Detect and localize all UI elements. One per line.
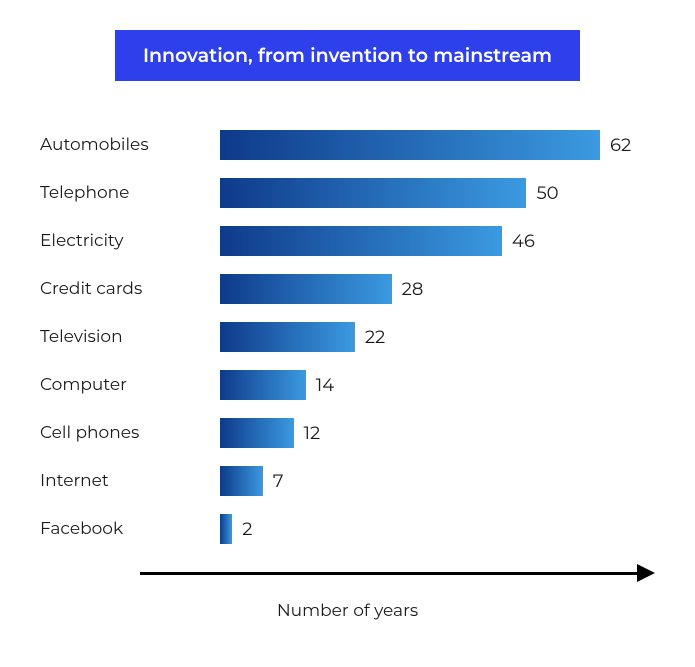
bar-row: Television 22 <box>40 313 655 361</box>
bar <box>220 370 306 400</box>
bar-label: Telephone <box>40 183 220 203</box>
bar <box>220 226 502 256</box>
bar <box>220 514 232 544</box>
bar <box>220 178 526 208</box>
bar-value: 7 <box>273 470 284 492</box>
bar-value: 14 <box>316 374 334 396</box>
x-axis <box>40 561 655 585</box>
bar-value: 62 <box>610 134 631 156</box>
bar-row: Telephone 50 <box>40 169 655 217</box>
bar-row: Facebook 2 <box>40 505 655 553</box>
bar <box>220 418 294 448</box>
bar-label: Cell phones <box>40 423 220 443</box>
chart-title: Innovation, from invention to mainstream <box>143 44 552 67</box>
bar <box>220 274 392 304</box>
bar-value: 46 <box>512 230 535 252</box>
chart-title-box: Innovation, from invention to mainstream <box>115 30 580 81</box>
bar-row: Electricity 46 <box>40 217 655 265</box>
bar-area: 46 <box>220 226 655 256</box>
bar-value: 12 <box>304 422 321 444</box>
axis-line <box>140 572 637 575</box>
bar-area: 14 <box>220 370 655 400</box>
bar-row: Automobiles 62 <box>40 121 655 169</box>
bar-label: Internet <box>40 471 220 491</box>
bar-row: Cell phones 12 <box>40 409 655 457</box>
bar-rows: Automobiles 62 Telephone 50 Electricity 46 Cre… <box>40 121 655 553</box>
bar <box>220 466 263 496</box>
bar-value: 28 <box>402 278 424 300</box>
bar-value: 2 <box>242 518 252 540</box>
bar-area: 22 <box>220 322 655 352</box>
bar-value: 50 <box>536 182 558 204</box>
axis-line-wrap <box>140 561 655 585</box>
bar-label: Credit cards <box>40 279 220 299</box>
bar-label: Automobiles <box>40 135 220 155</box>
bar-row: Internet 7 <box>40 457 655 505</box>
bar-row: Computer 14 <box>40 361 655 409</box>
bar-area: 62 <box>220 130 655 160</box>
bar-label: Facebook <box>40 519 220 539</box>
bar <box>220 322 355 352</box>
bar-area: 2 <box>220 514 655 544</box>
bar-label: Computer <box>40 375 220 395</box>
bar <box>220 130 600 160</box>
chart-container: Innovation, from invention to mainstream… <box>0 0 695 651</box>
x-axis-label: Number of years <box>40 601 655 621</box>
bar-area: 50 <box>220 178 655 208</box>
bar-area: 7 <box>220 466 655 496</box>
bar-row: Credit cards 28 <box>40 265 655 313</box>
bar-label: Electricity <box>40 231 220 251</box>
bar-label: Television <box>40 327 220 347</box>
bar-area: 28 <box>220 274 655 304</box>
bar-value: 22 <box>365 326 385 348</box>
bar-area: 12 <box>220 418 655 448</box>
arrow-right-icon <box>637 564 655 582</box>
